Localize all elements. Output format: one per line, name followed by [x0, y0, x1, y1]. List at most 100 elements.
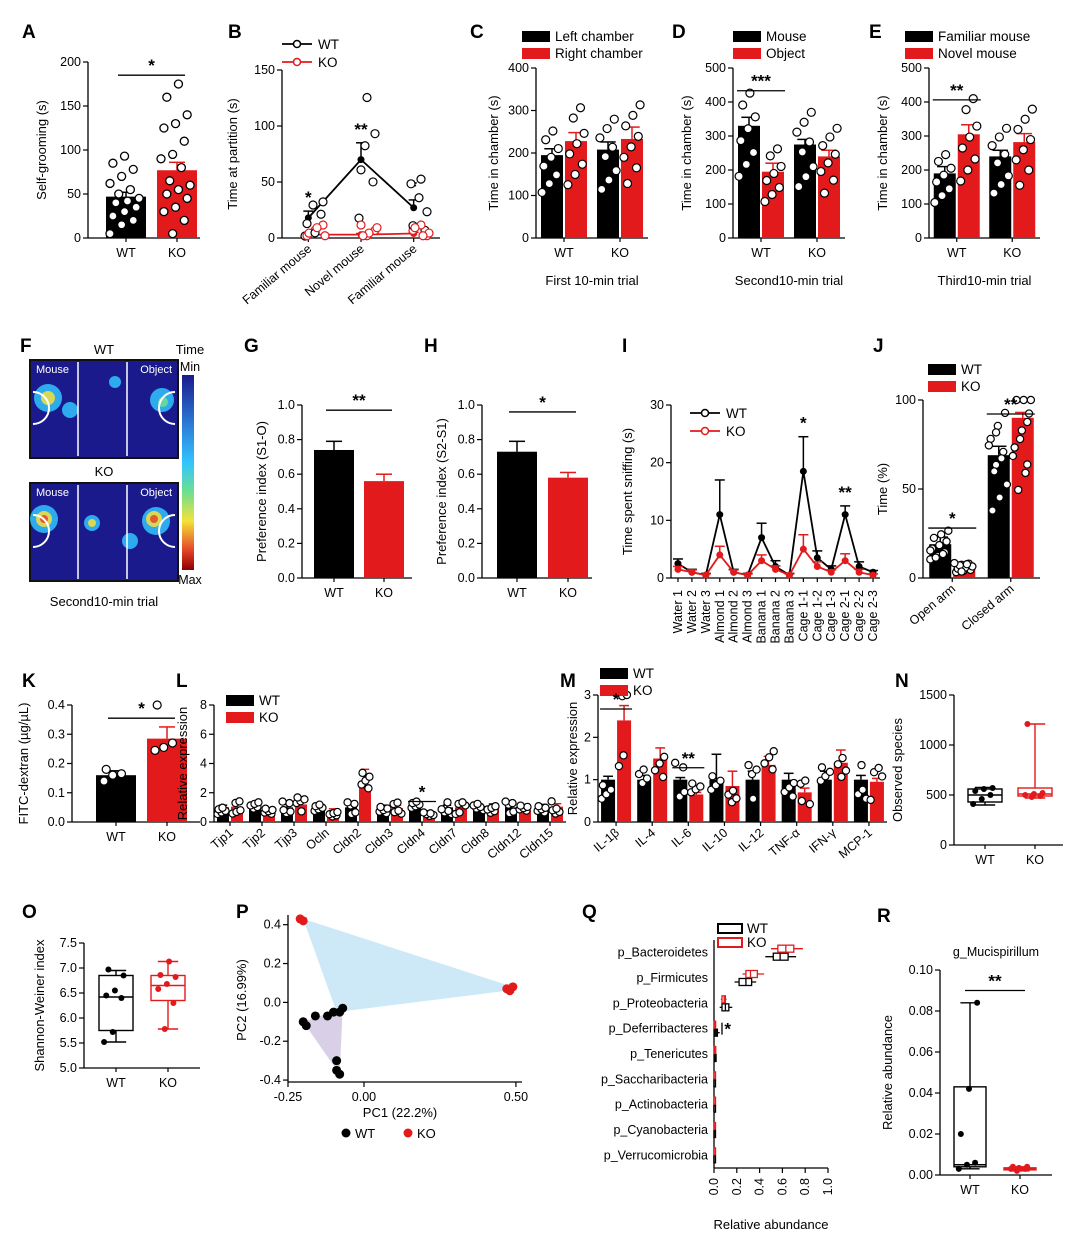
data-point	[105, 228, 115, 239]
x-tick-label: Tjp2	[240, 826, 268, 852]
data-point	[989, 785, 996, 791]
data-point	[235, 797, 244, 806]
y-tick-label: 1.0	[458, 398, 475, 412]
x-tick-label: Familiar mouse	[240, 242, 314, 308]
bar-ko	[364, 481, 404, 578]
data-point	[738, 100, 748, 110]
colorbar	[182, 375, 194, 570]
significance-marker: **	[1004, 395, 1018, 414]
x-tick-label: Cage 1-1	[796, 590, 810, 641]
data-point	[1001, 123, 1012, 133]
data-point	[114, 189, 124, 199]
data-point	[708, 772, 717, 781]
x-tick-label: Banana 3	[782, 590, 796, 644]
data-point	[261, 804, 270, 813]
data-point	[972, 788, 979, 794]
y-tick-label: 4	[200, 757, 207, 771]
x-tick-label: WT	[947, 246, 967, 260]
data-point	[108, 158, 118, 168]
x-tick-label: Cage 1-3	[824, 590, 838, 641]
y-axis-label: Time in chamber (s)	[875, 95, 890, 210]
legend-marker-0	[700, 408, 710, 418]
data-point	[285, 798, 294, 808]
y-tick-label: 50	[902, 482, 916, 496]
y-tick-label: 0.0	[48, 815, 65, 829]
y-tick-label: 0.3	[48, 727, 65, 741]
y-tick-label: 0.2	[458, 536, 475, 550]
data-point	[806, 107, 816, 117]
data-point	[501, 797, 510, 806]
box-ko	[745, 969, 758, 979]
legend-swatch-1	[905, 48, 933, 59]
y-axis-label: Shannon-Weiner index	[32, 939, 47, 1072]
panel-label: B	[228, 22, 242, 43]
legend-label: WT	[961, 362, 982, 377]
y-tick-label: 5.5	[60, 1036, 77, 1050]
panel-label: M	[560, 671, 576, 692]
data-point	[760, 196, 770, 207]
data-point	[1017, 426, 1027, 435]
data-point	[978, 796, 985, 802]
data-point	[933, 156, 944, 167]
data-point	[105, 966, 112, 973]
legend-label: Mouse	[766, 29, 807, 44]
significance-marker: *	[138, 699, 145, 718]
data-point	[370, 129, 380, 139]
series-point-wt	[758, 534, 766, 542]
panel-label: L	[176, 671, 188, 692]
data-point	[444, 806, 453, 816]
x-tick-label: Tjp1	[208, 826, 236, 852]
legend-swatch-1	[226, 712, 254, 723]
data-point	[799, 117, 809, 127]
y-axis-label: FITC-dextran (µg/µL)	[16, 703, 31, 825]
y-tick-label: 2	[584, 730, 591, 744]
y-tick-label: 0.8	[278, 433, 295, 447]
series-point-ko	[758, 557, 766, 565]
x-tick-label: 0.8	[798, 1178, 812, 1195]
y-axis-label: Self-grooming (s)	[34, 100, 49, 200]
y-tick-label: p_Proteobacteria	[613, 996, 708, 1010]
data-point	[128, 164, 138, 175]
scatter-point-ko	[508, 982, 518, 992]
y-axis-label: Time at partition (s)	[225, 98, 240, 210]
bar-wt	[497, 451, 537, 578]
data-point	[152, 700, 162, 710]
data-point	[974, 999, 981, 1006]
y-tick-label: 0.2	[48, 757, 65, 771]
y-tick-label: 500	[926, 788, 947, 802]
y-axis-label: Preference index (S2-S1)	[434, 418, 449, 565]
heat-blob	[41, 391, 55, 405]
significance-marker: **	[950, 81, 964, 100]
data-point	[167, 738, 178, 748]
legend-swatch-1	[733, 48, 761, 59]
data-point	[767, 189, 777, 200]
data-point	[419, 808, 428, 817]
data-point	[607, 142, 618, 152]
x-tick-label: KO	[559, 586, 577, 600]
data-point	[109, 1029, 116, 1035]
legend-swatch-0	[600, 668, 628, 679]
significance-marker: ***	[751, 72, 771, 91]
heat-blob	[109, 376, 121, 388]
legend-swatch-0	[226, 695, 254, 706]
significance-marker: *	[419, 782, 426, 801]
series-point-wt	[410, 204, 418, 212]
legend-label: KO	[747, 935, 767, 950]
data-point	[455, 808, 464, 817]
panel-label: C	[470, 22, 484, 43]
data-point	[926, 546, 935, 555]
y-tick-label: 8	[200, 698, 207, 712]
data-point	[101, 1039, 108, 1045]
data-point	[418, 231, 428, 241]
data-point	[534, 802, 543, 811]
data-point	[680, 787, 689, 797]
data-point	[568, 113, 578, 123]
data-point	[819, 188, 830, 198]
data-point	[606, 785, 616, 794]
data-point	[797, 796, 807, 806]
data-point	[602, 123, 612, 134]
legend-swatch-0	[905, 31, 933, 42]
series-point-ko	[813, 562, 821, 570]
y-tick-label: 0.06	[909, 1045, 933, 1059]
